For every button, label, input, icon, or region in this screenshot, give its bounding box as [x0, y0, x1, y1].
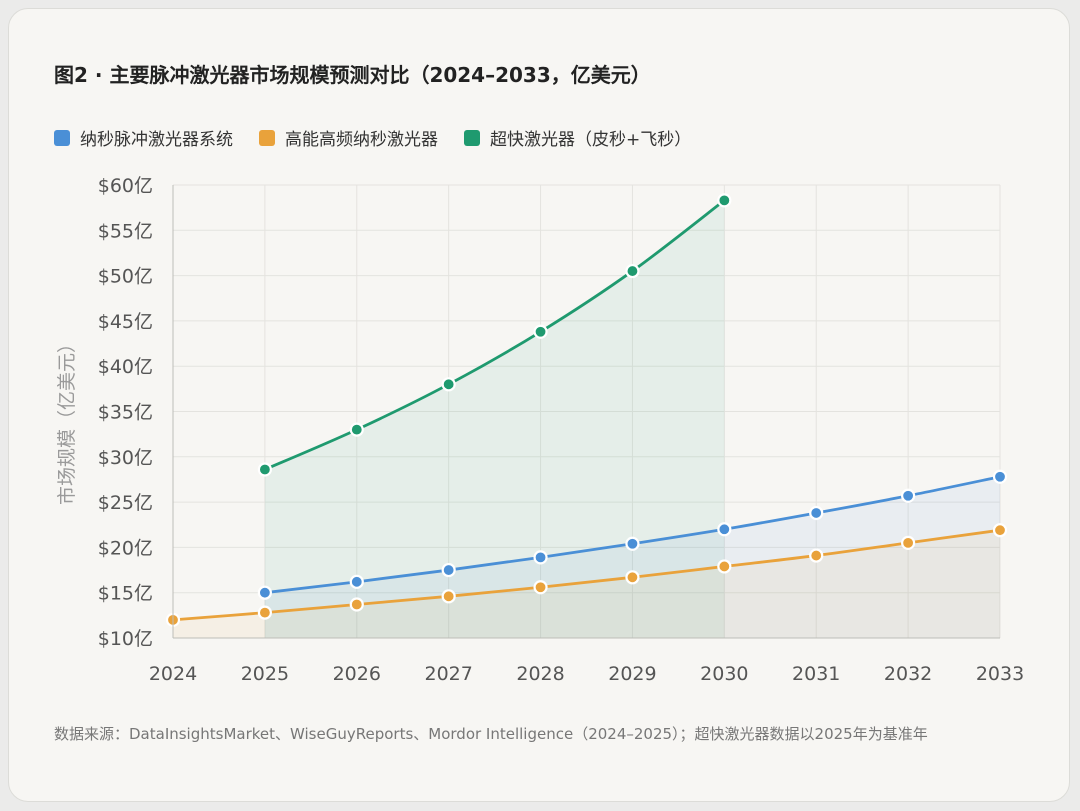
- y-tick-label: $30亿: [98, 447, 153, 469]
- source-note: 数据来源：DataInsightsMarket、WiseGuyReports、M…: [54, 725, 928, 743]
- data-point-nanosecond: [992, 469, 1008, 484]
- legend-swatch-high-energy: [259, 129, 275, 146]
- x-tick-label: 2031: [792, 663, 840, 685]
- legend-swatch-nanosecond: [54, 129, 70, 146]
- x-tick-label: 2025: [241, 663, 289, 685]
- chart-title: 图2 · 主要脉冲激光器市场规模预测对比（2024–2033，亿美元）: [54, 63, 651, 87]
- data-point-nanosecond: [809, 505, 824, 521]
- legend-label-nanosecond: 纳秒脉冲激光器系统: [80, 130, 233, 150]
- data-point-high-energy: [809, 548, 824, 563]
- data-point-high-energy: [349, 597, 364, 612]
- legend-label-ultrafast: 超快激光器（皮秒+飞秒）: [490, 130, 692, 150]
- data-point-ultrafast: [349, 422, 364, 437]
- series-area-high-energy: [173, 530, 1000, 638]
- x-tick-label: 2024: [149, 663, 197, 685]
- x-tick-label: 2032: [884, 663, 932, 685]
- data-point-nanosecond: [349, 574, 364, 589]
- y-tick-label: $50亿: [98, 266, 153, 288]
- y-tick-label: $60亿: [98, 175, 153, 197]
- y-axis-title: 市场规模（亿美元）: [56, 334, 78, 505]
- data-point-nanosecond: [257, 585, 272, 600]
- y-tick-label: $55亿: [98, 220, 153, 242]
- data-point-nanosecond: [901, 488, 916, 503]
- series-line-high-energy: [171, 528, 1002, 622]
- x-tick-label: 2033: [976, 663, 1024, 685]
- data-point-ultrafast: [441, 377, 456, 392]
- data-point-ultrafast: [257, 462, 272, 477]
- x-tick-label: 2029: [608, 663, 656, 685]
- data-point-high-energy: [992, 523, 1008, 538]
- y-tick-label: $45亿: [98, 311, 153, 333]
- legend-item-ultrafast[interactable]: 超快激光器（皮秒+飞秒）: [464, 125, 691, 150]
- x-tick-label: 2026: [333, 663, 381, 685]
- data-point-nanosecond: [717, 522, 732, 537]
- data-point-nanosecond: [625, 536, 640, 551]
- legend-item-nanosecond[interactable]: 纳秒脉冲激光器系统: [54, 125, 233, 150]
- data-point-ultrafast: [625, 263, 640, 279]
- x-tick-label: 2027: [424, 663, 472, 685]
- legend-label-high-energy: 高能高频纳秒激光器: [285, 130, 438, 150]
- data-point-high-energy: [257, 605, 272, 620]
- data-point-nanosecond: [441, 562, 456, 578]
- series-line-ultrafast: [263, 199, 726, 471]
- y-tick-label: $15亿: [98, 583, 153, 605]
- chart-card: 图2 · 主要脉冲激光器市场规模预测对比（2024–2033，亿美元） 纳秒脉冲…: [8, 8, 1070, 802]
- data-point-high-energy: [441, 589, 456, 604]
- legend-item-high-energy[interactable]: 高能高频纳秒激光器: [259, 125, 438, 150]
- data-point-high-energy: [717, 559, 732, 574]
- data-point-high-energy: [901, 535, 916, 550]
- legend-swatch-ultrafast: [464, 129, 480, 146]
- legend: 纳秒脉冲激光器系统 高能高频纳秒激光器 超快激光器（皮秒+飞秒）: [54, 125, 691, 150]
- y-tick-label: $35亿: [98, 402, 153, 424]
- data-point-ultrafast: [533, 324, 548, 339]
- y-tick-label: $40亿: [98, 356, 153, 378]
- y-tick-label: $10亿: [98, 628, 153, 650]
- y-tick-label: $20亿: [98, 537, 153, 559]
- y-tick-label: $25亿: [98, 492, 153, 514]
- series-area-ultrafast: [264, 200, 725, 639]
- data-point-nanosecond: [533, 550, 548, 565]
- data-point-high-energy: [625, 570, 640, 585]
- x-tick-label: 2028: [516, 663, 564, 685]
- x-tick-label: 2030: [700, 663, 748, 685]
- data-point-high-energy: [533, 580, 548, 595]
- data-point-ultrafast: [717, 193, 732, 208]
